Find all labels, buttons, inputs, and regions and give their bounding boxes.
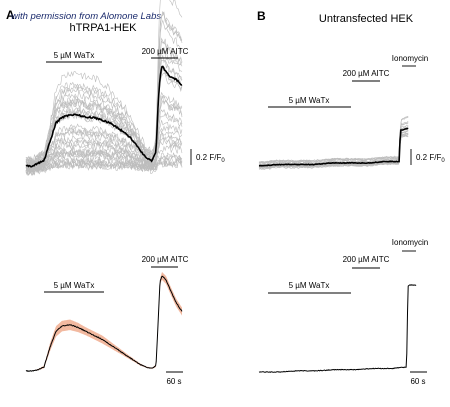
panel-title-b: Untransfected HEK: [319, 13, 414, 25]
single-cell-trace: [25, 10, 183, 165]
aitc-label-b-top: 200 µM AITC: [343, 69, 390, 78]
watx-label-a-top: 5 µM WaTx: [54, 51, 95, 60]
panel-letter-a: A: [6, 8, 15, 22]
mean-trace-b-bottom: [258, 284, 417, 373]
time-scale-label-a: 60 s: [166, 377, 181, 386]
single-cell-trace: [258, 115, 409, 164]
watermark: with permission from Alomone Labs: [11, 11, 161, 22]
single-cell-trace: [25, 125, 183, 170]
single-cell-trace: [258, 116, 409, 164]
ratio-scale-label-b: 0.2 F/F0: [416, 153, 445, 164]
panel-title-a: hTRPA1-HEK: [69, 22, 137, 34]
single-cell-trace: [25, 158, 183, 172]
aitc-label-a-top: 200 µM AITC: [142, 47, 189, 56]
aitc-label-b-bottom: 200 µM AITC: [343, 255, 390, 264]
watx-label-b-bottom: 5 µM WaTx: [289, 281, 330, 290]
single-cell-traces-a: [25, 0, 183, 177]
watx-label-a-bottom: 5 µM WaTx: [54, 281, 95, 290]
watx-label-b-top: 5 µM WaTx: [289, 96, 330, 105]
single-cell-trace: [258, 120, 409, 164]
single-cell-trace: [258, 123, 409, 171]
single-cell-trace: [25, 132, 183, 173]
time-scale-label-b: 60 s: [410, 377, 425, 386]
mean-trace-a-bottom: [25, 275, 183, 373]
ratio-scale-label-a: 0.2 F/F0: [196, 153, 225, 164]
aitc-label-a-bottom: 200 µM AITC: [142, 255, 189, 264]
mean-trace-b-top: [258, 127, 409, 167]
panel-letter-b: B: [257, 9, 266, 23]
single-cell-trace: [258, 132, 409, 169]
single-cell-trace: [258, 116, 409, 165]
single-cell-trace: [25, 136, 183, 176]
mean-trace-a-top: [25, 65, 183, 168]
ionomycin-label-b-top: Ionomycin: [392, 54, 428, 63]
ionomycin-label-b-bottom: Ionomycin: [392, 238, 428, 247]
